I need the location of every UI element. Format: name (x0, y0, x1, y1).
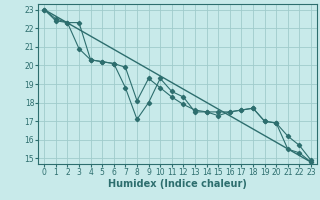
X-axis label: Humidex (Indice chaleur): Humidex (Indice chaleur) (108, 179, 247, 189)
